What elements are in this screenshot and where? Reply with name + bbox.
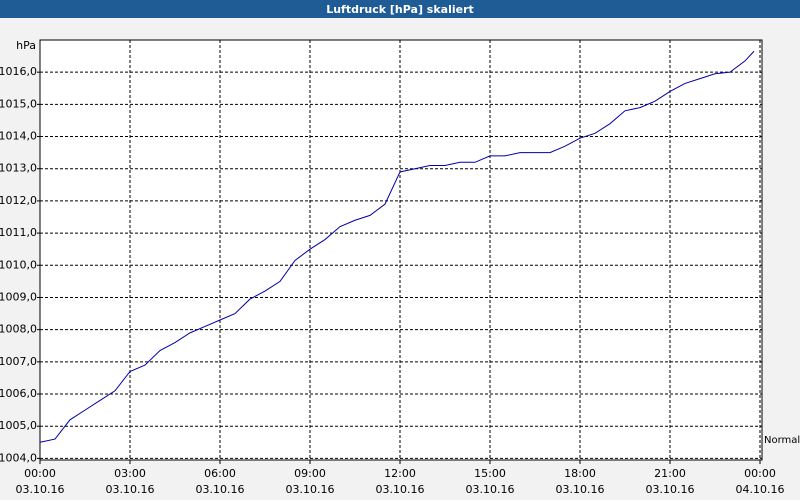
x-tick-label: 00:00: [744, 467, 776, 480]
x-tick-label: 21:00: [654, 467, 686, 480]
x-tick-date: 03.10.16: [16, 483, 65, 496]
x-tick-date: 03.10.16: [286, 483, 335, 496]
y-tick-label: 1012,0: [0, 194, 37, 207]
x-tick-date: 04.10.16: [736, 483, 785, 496]
chart-title: Luftdruck [hPa] skaliert: [326, 3, 474, 16]
x-tick-date: 03.10.16: [556, 483, 605, 496]
y-tick-label: 1009,0: [0, 290, 37, 303]
title-bar: [0, 0, 800, 18]
y-tick-label: 1008,0: [0, 323, 37, 336]
x-tick-label: 00:00: [24, 467, 56, 480]
x-tick-date: 03.10.16: [106, 483, 155, 496]
x-tick-label: 15:00: [474, 467, 506, 480]
x-tick-date: 03.10.16: [196, 483, 245, 496]
y-tick-label: 1004,0: [0, 451, 37, 464]
y-tick-label: 1015,0: [0, 97, 37, 110]
legend-entry: Normal: [764, 435, 800, 446]
x-tick-date: 03.10.16: [466, 483, 515, 496]
y-tick-label: 1010,0: [0, 258, 37, 271]
y-tick-label: 1011,0: [0, 226, 37, 239]
x-tick-label: 03:00: [114, 467, 146, 480]
y-axis-label: hPa: [16, 39, 36, 52]
x-tick-date: 03.10.16: [376, 483, 425, 496]
x-tick-label: 09:00: [294, 467, 326, 480]
y-tick-label: 1016,0: [0, 65, 37, 78]
x-tick-label: 18:00: [564, 467, 596, 480]
y-tick-label: 1005,0: [0, 419, 37, 432]
y-tick-label: 1007,0: [0, 355, 37, 368]
x-tick-label: 12:00: [384, 467, 416, 480]
plot-area: [39, 39, 763, 461]
x-tick-date: 03.10.16: [646, 483, 695, 496]
y-tick-label: 1013,0: [0, 162, 37, 175]
x-tick-label: 06:00: [204, 467, 236, 480]
y-tick-label: 1006,0: [0, 387, 37, 400]
data-line: [39, 50, 755, 443]
y-tick-label: 1014,0: [0, 130, 37, 143]
